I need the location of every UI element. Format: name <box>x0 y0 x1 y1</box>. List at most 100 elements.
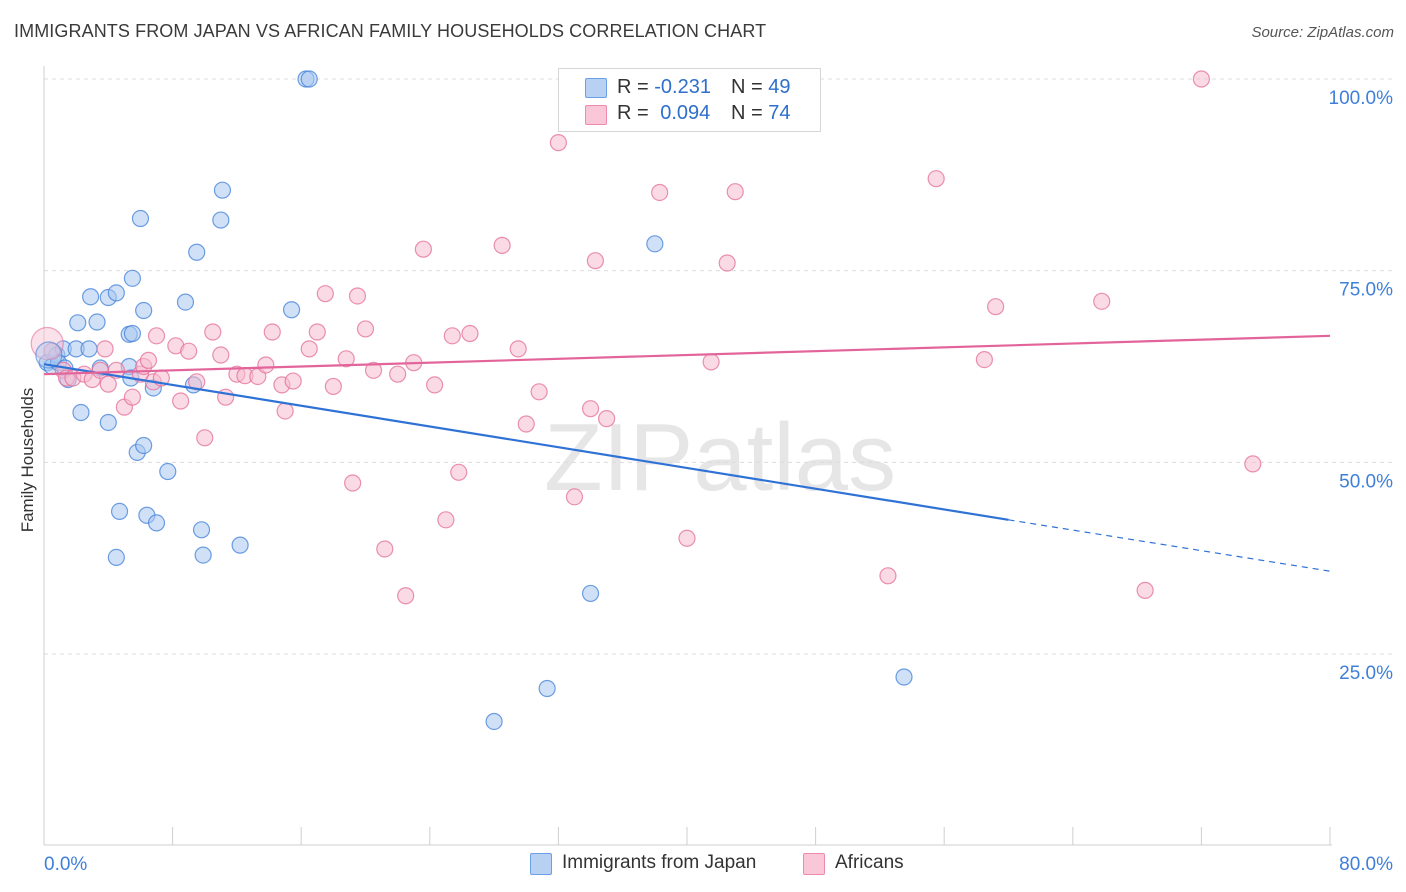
point-africans <box>651 183 669 202</box>
point-japan <box>581 584 600 603</box>
legend-swatch-japan <box>530 853 552 875</box>
point-africans <box>284 372 302 390</box>
point-japan <box>131 209 150 228</box>
point-africans <box>397 587 415 605</box>
point-africans <box>316 285 334 303</box>
point-africans <box>509 340 527 358</box>
point-africans <box>212 346 230 364</box>
point-japan <box>123 269 142 287</box>
point-japan <box>176 293 195 311</box>
x-tick-label: 80.0% <box>1339 854 1393 875</box>
point-japan <box>192 521 211 539</box>
point-africans <box>702 353 720 371</box>
point-africans <box>517 415 535 433</box>
point-africans <box>493 236 511 254</box>
point-japan <box>88 313 106 331</box>
point-africans <box>389 365 407 383</box>
point-africans <box>96 340 114 358</box>
point-japan <box>895 668 913 686</box>
point-africans <box>356 320 375 338</box>
point-africans <box>180 342 198 360</box>
point-japan <box>107 548 125 567</box>
point-africans <box>364 361 383 379</box>
point-japan <box>72 403 90 422</box>
legend-r-label: R = <box>617 76 649 98</box>
point-africans <box>172 392 190 410</box>
point-japan <box>123 324 142 343</box>
point-africans <box>718 254 736 272</box>
point-africans <box>726 183 744 201</box>
point-africans <box>678 529 696 547</box>
point-africans <box>276 402 294 420</box>
y-tick-label: 50.0% <box>1339 471 1393 492</box>
point-africans <box>443 327 461 345</box>
point-africans <box>1093 292 1111 310</box>
point-africans <box>147 327 166 345</box>
watermark: ZIPatlas <box>544 404 896 511</box>
point-japan <box>159 462 177 481</box>
point-japan <box>485 712 503 731</box>
legend-swatch-japan <box>585 78 607 98</box>
legend-r-label: R = <box>617 102 649 124</box>
point-africans <box>337 350 355 368</box>
point-japan <box>147 514 166 532</box>
point-africans <box>196 429 214 447</box>
point-japan <box>99 413 117 432</box>
point-africans <box>139 351 158 369</box>
legend-n-label: N = <box>731 76 763 98</box>
y-tick-label: 100.0% <box>1329 88 1394 109</box>
point-japan <box>213 181 232 199</box>
trendline-africans <box>43 334 1331 376</box>
x-tick-label: 0.0% <box>44 854 87 875</box>
legend-n-value-japan: 49 <box>768 76 791 98</box>
point-japan <box>538 679 556 698</box>
point-japan <box>107 284 125 302</box>
correlation-legend: R = -0.231 N = 49 R = 0.094 N = 74 <box>558 68 821 132</box>
point-africans <box>565 488 584 506</box>
point-africans <box>324 377 342 396</box>
point-africans <box>308 323 326 341</box>
point-africans <box>975 351 993 369</box>
point-africans <box>586 252 604 270</box>
point-africans <box>263 323 281 341</box>
point-africans <box>348 287 367 305</box>
point-japan <box>300 70 318 88</box>
point-africans <box>450 463 468 481</box>
point-africans <box>300 340 318 358</box>
point-africans <box>549 134 568 152</box>
point-africans <box>437 511 455 529</box>
y-tick-label: 75.0% <box>1339 280 1393 301</box>
point-africans <box>1136 581 1154 599</box>
point-africans <box>426 376 444 394</box>
point-japan <box>82 288 100 306</box>
point-africans <box>987 298 1005 316</box>
point-japan <box>110 502 129 520</box>
point-africans <box>123 388 142 406</box>
point-japan <box>231 536 249 554</box>
source-credit: Source: ZipAtlas.com <box>1251 24 1394 41</box>
legend-n-label: N = <box>731 102 763 124</box>
point-africans <box>99 375 117 393</box>
point-japan <box>135 301 153 320</box>
point-africans <box>30 326 64 361</box>
point-japan <box>212 211 230 229</box>
point-japan <box>80 340 98 358</box>
legend-swatch-africans <box>803 853 825 875</box>
legend-r-value-africans: 0.094 <box>660 102 711 124</box>
point-africans <box>414 240 432 258</box>
point-africans <box>376 540 394 558</box>
point-africans <box>204 323 222 341</box>
point-africans <box>1192 70 1211 88</box>
legend-label-africans: Africans <box>835 852 904 873</box>
trendline-japan <box>43 363 1009 521</box>
point-japan <box>69 314 87 332</box>
legend-n-value-africans: 74 <box>768 102 791 124</box>
point-africans <box>581 400 600 418</box>
point-africans <box>344 474 362 492</box>
point-japan <box>135 436 153 455</box>
legend-label-japan: Immigrants from Japan <box>562 852 757 873</box>
trendline-japan-extension <box>1008 519 1331 572</box>
legend-swatch-africans <box>585 105 607 125</box>
point-africans <box>461 324 479 343</box>
point-japan <box>282 301 301 319</box>
